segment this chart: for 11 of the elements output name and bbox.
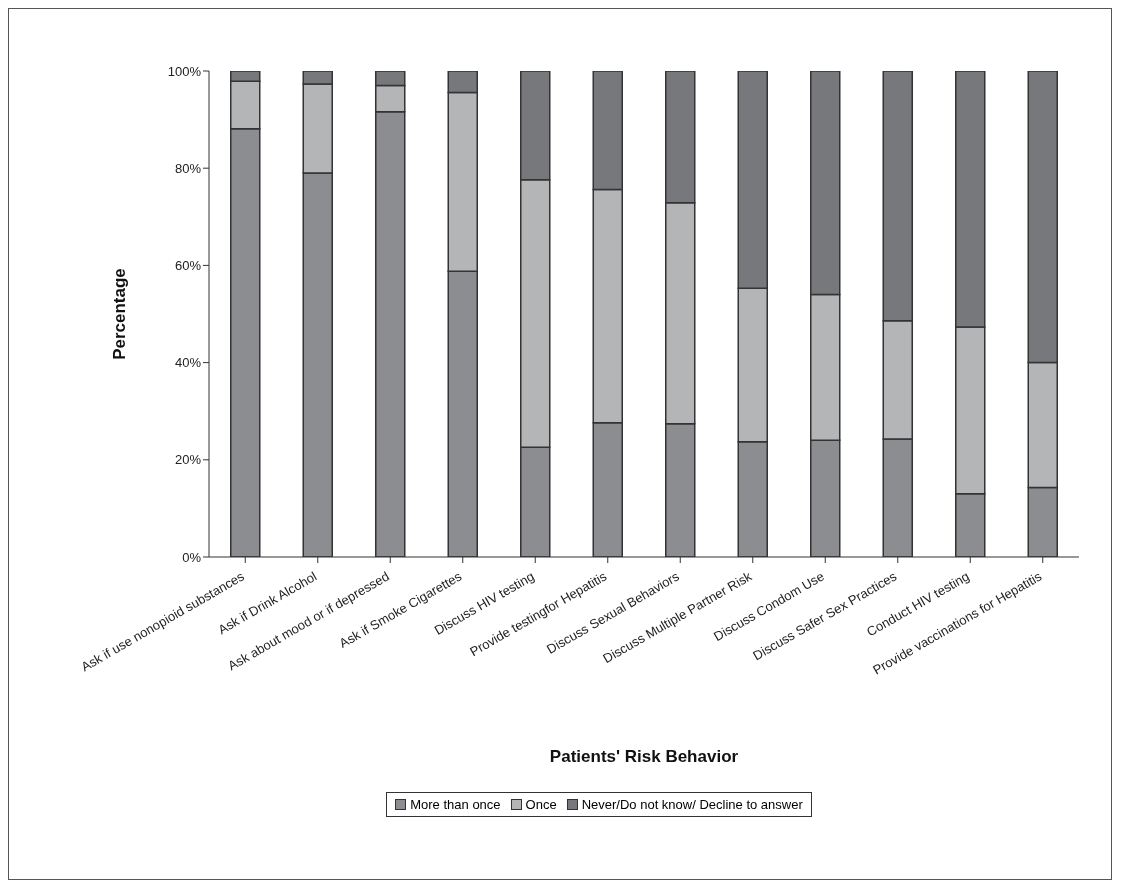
- y-tick-label: 20%: [174, 452, 202, 468]
- y-tick-label: 40%: [174, 355, 202, 371]
- y-tick-label: 100%: [167, 63, 202, 79]
- y-tick-label: 60%: [174, 258, 202, 274]
- y-tick-label: 0%: [182, 549, 202, 565]
- y-tick-label: 80%: [174, 160, 202, 176]
- legend-label: Once: [524, 797, 557, 812]
- legend-label: Never/Do not know/ Decline to answer: [580, 797, 803, 812]
- x-axis-title: Patients' Risk Behavior: [549, 747, 739, 766]
- y-axis-title: Percentage: [110, 268, 130, 360]
- legend-label: More than once: [409, 797, 501, 812]
